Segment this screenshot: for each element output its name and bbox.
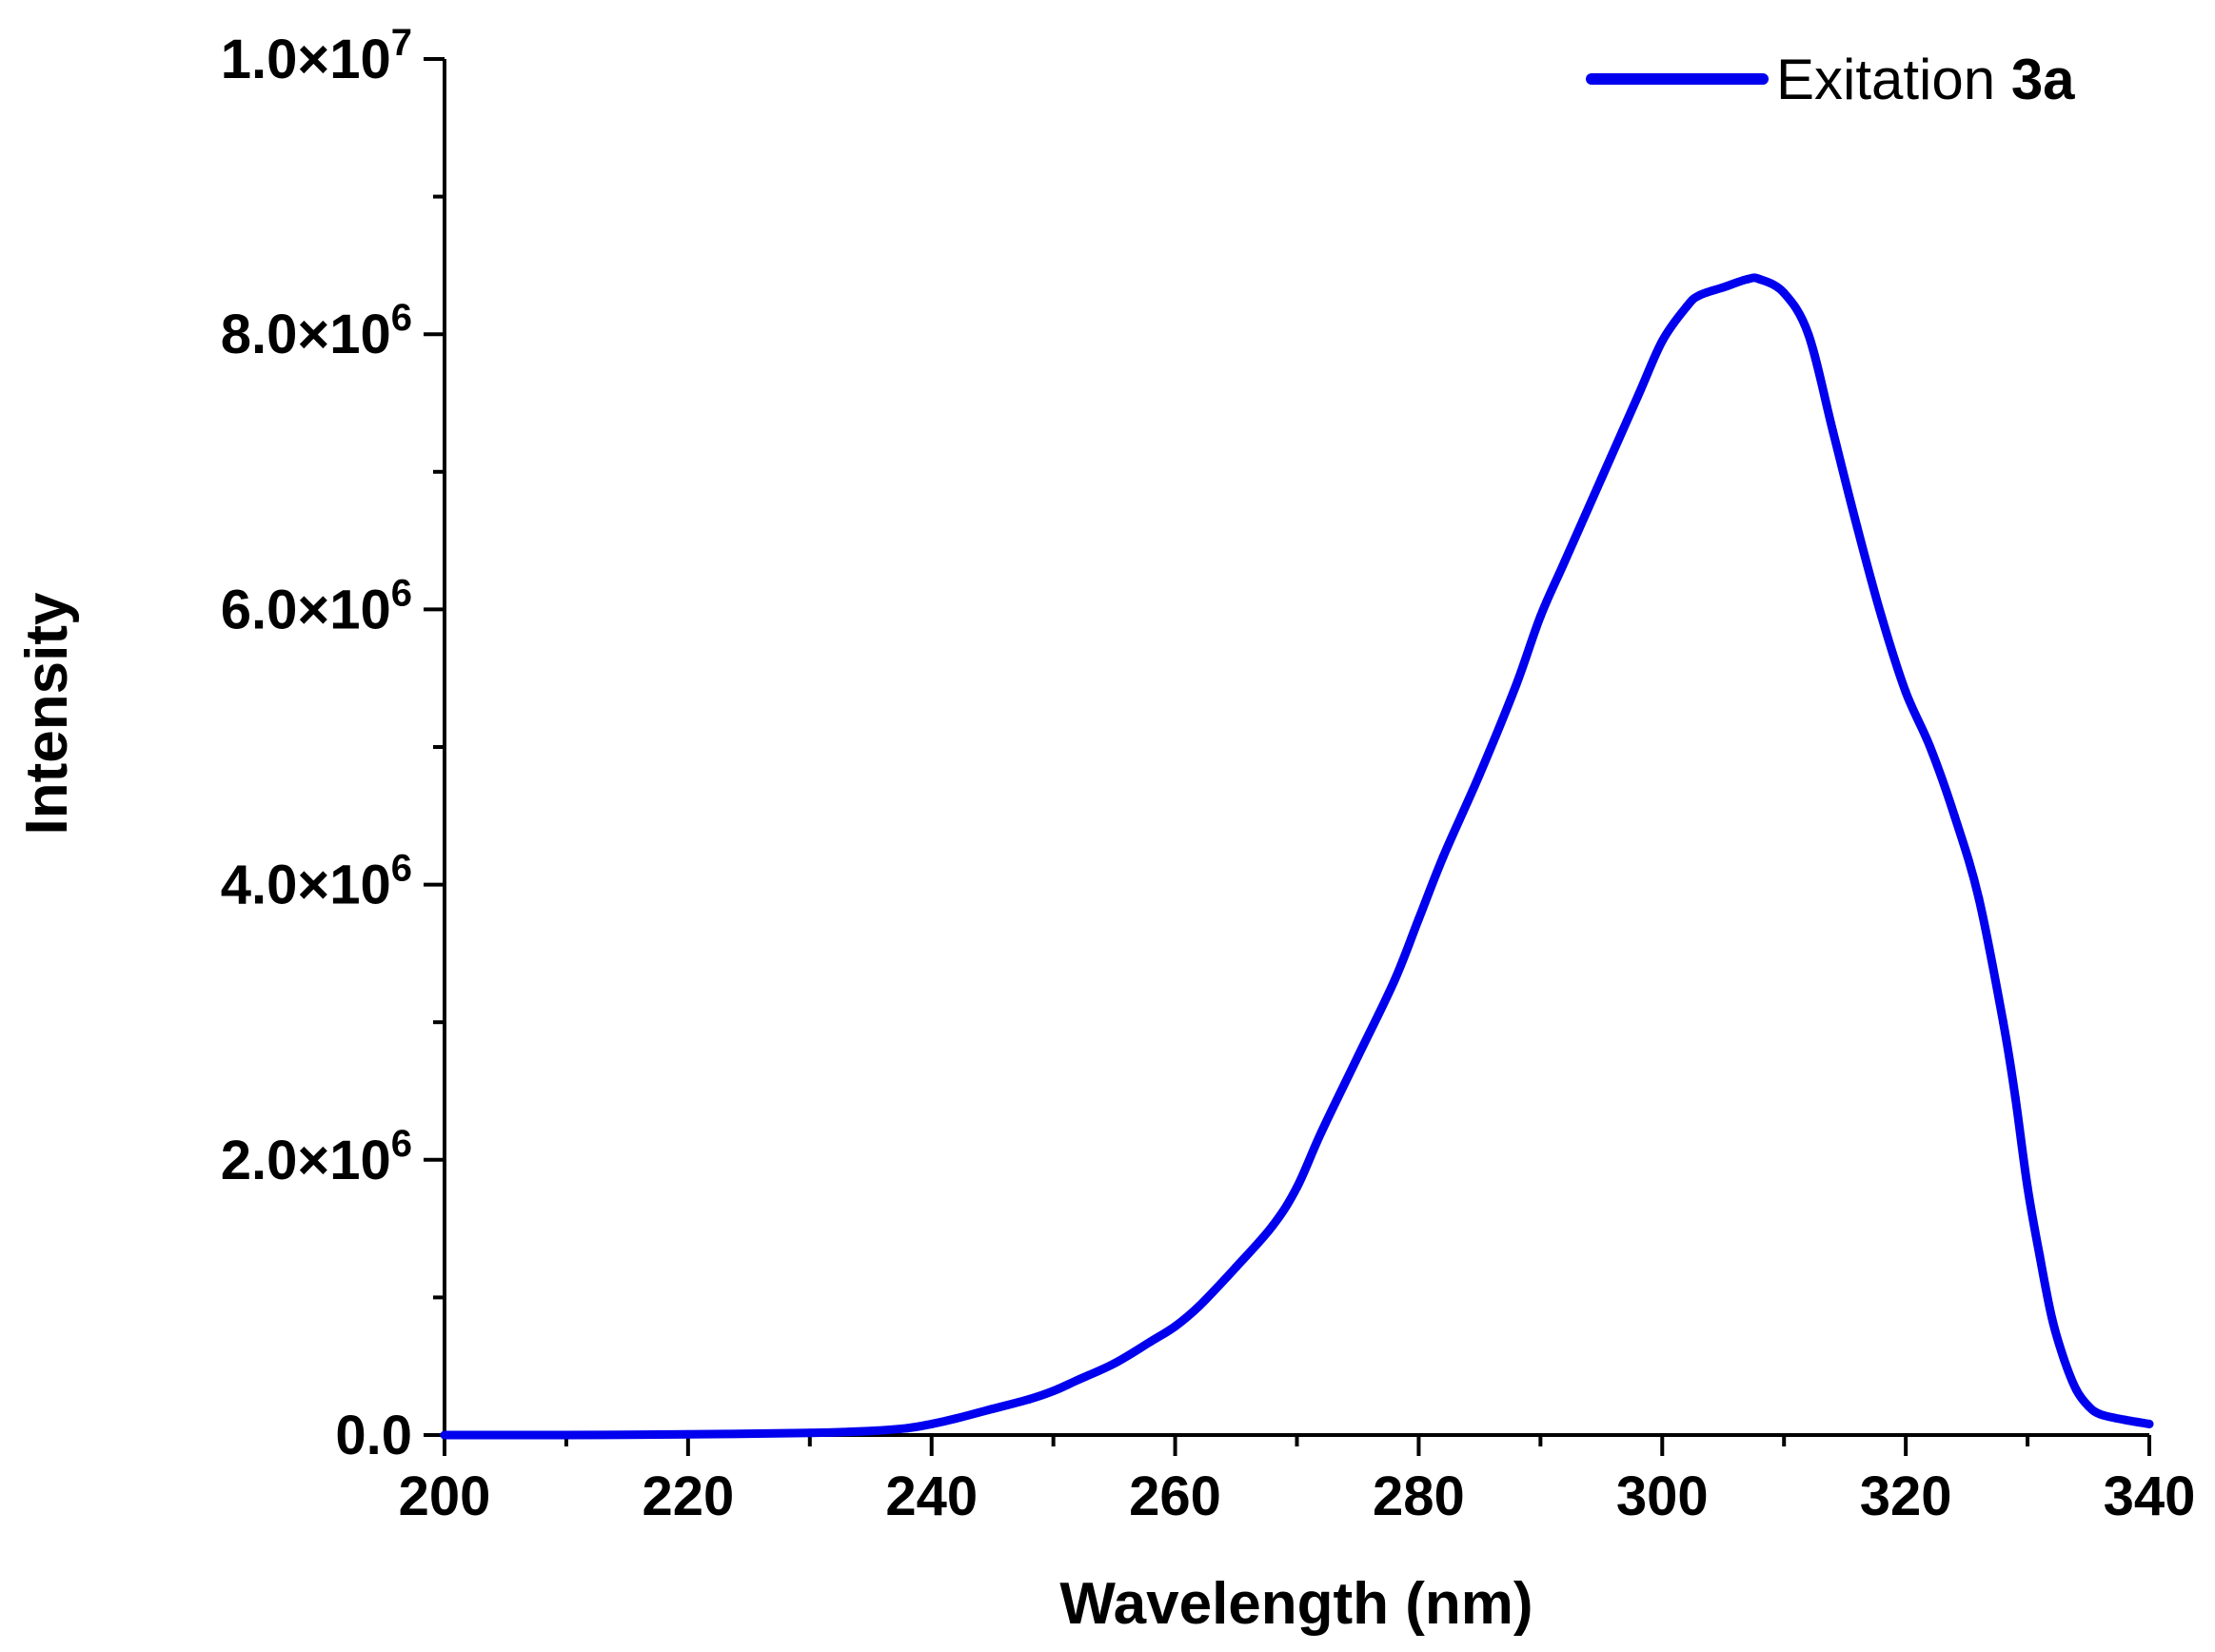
y-tick-mantissa: 2.0×10 — [221, 1130, 391, 1191]
data-point — [562, 1430, 571, 1440]
y-tick-exponent: 6 — [391, 1123, 412, 1165]
data-point — [1390, 976, 1399, 986]
data-point — [1974, 894, 1984, 903]
data-point — [1073, 1375, 1082, 1385]
data-point — [1999, 1017, 2007, 1027]
y-tick-label: 1.0×107 — [221, 22, 412, 90]
data-point — [440, 1430, 449, 1440]
axes — [443, 59, 2149, 1437]
data-point — [1633, 391, 1643, 401]
data-point — [2059, 1355, 2068, 1364]
y-tick-exponent: 7 — [391, 22, 412, 64]
data-point — [1171, 1322, 1180, 1331]
data-point — [1232, 1263, 1240, 1272]
data-point — [2010, 1093, 2020, 1103]
data-point — [1414, 914, 1423, 924]
data-point — [1560, 557, 1570, 566]
x-tick-labels: 200 220 240 260 280 300 320 340 — [399, 1465, 2196, 1527]
y-ticks — [424, 57, 445, 1437]
series-group — [440, 273, 2154, 1440]
data-point — [2047, 1313, 2057, 1323]
x-tick-label: 300 — [1616, 1465, 1709, 1527]
data-point — [1195, 1301, 1204, 1310]
data-point — [1316, 1128, 1326, 1137]
data-point — [1718, 283, 1728, 292]
data-point — [1779, 288, 1789, 298]
x-tick-label: 340 — [2104, 1465, 2196, 1527]
x-tick-label: 260 — [1129, 1465, 1221, 1527]
data-point — [1293, 1183, 1301, 1192]
y-tick-exponent: 6 — [391, 848, 412, 890]
y-tick-mantissa: 6.0×10 — [221, 579, 391, 640]
data-point — [927, 1419, 937, 1428]
legend: Exitation 3a — [1586, 48, 2075, 111]
data-point — [1146, 1337, 1156, 1347]
legend-label: Exitation 3a — [1776, 48, 2075, 111]
x-tick-label: 200 — [399, 1465, 491, 1527]
data-point — [1438, 853, 1448, 862]
data-point — [1474, 770, 1484, 779]
x-tick-label: 240 — [885, 1465, 978, 1527]
y-tick-mantissa: 8.0×10 — [221, 304, 391, 365]
series-line-exitation-3a — [440, 273, 2154, 1440]
data-point — [1535, 612, 1545, 621]
data-point — [1682, 302, 1691, 311]
data-point — [866, 1426, 876, 1436]
data-point — [683, 1429, 693, 1439]
y-tick-label: 6.0×106 — [221, 572, 412, 640]
legend-label-text: Exitation — [1776, 48, 1995, 111]
data-point — [2035, 1251, 2045, 1261]
y-tick-label: 8.0×106 — [221, 297, 412, 365]
data-point — [1852, 522, 1862, 532]
y-axis-title: Intensity — [14, 592, 80, 835]
data-point — [902, 1424, 912, 1433]
data-point — [2023, 1183, 2032, 1192]
data-point — [1268, 1221, 1277, 1230]
y-tick-exponent: 6 — [391, 572, 412, 614]
data-point — [1657, 336, 1667, 345]
data-point — [1926, 742, 1935, 752]
data-point — [2084, 1402, 2093, 1411]
data-point — [1828, 425, 1837, 435]
legend-label-bold: 3a — [2011, 48, 2075, 111]
data-point — [1110, 1359, 1119, 1368]
y-tick-mantissa: 4.0×10 — [221, 855, 391, 916]
y-tick-exponent: 6 — [391, 297, 412, 339]
data-point — [988, 1405, 998, 1413]
x-tick-label: 320 — [1860, 1465, 1952, 1527]
data-point — [1901, 687, 1910, 697]
x-tick-label: 220 — [642, 1465, 734, 1527]
data-point — [1694, 291, 1704, 301]
y-tick-label: 2.0×106 — [221, 1123, 412, 1191]
data-point — [1596, 474, 1606, 483]
data-point — [2096, 1409, 2106, 1419]
data-point — [1804, 329, 1813, 339]
y-tick-label: 0.0 — [335, 1405, 412, 1466]
data-point — [951, 1414, 960, 1424]
data-point — [1049, 1386, 1058, 1396]
x-axis-title: Wavelength (nm) — [1059, 1571, 1533, 1637]
data-point — [1877, 612, 1887, 621]
data-point — [2145, 1419, 2154, 1428]
data-point — [1024, 1394, 1034, 1404]
data-point — [2120, 1415, 2129, 1425]
data-point — [1512, 680, 1521, 690]
x-tick-label: 280 — [1373, 1465, 1465, 1527]
data-point — [1949, 811, 1959, 820]
data-point — [2071, 1385, 2081, 1394]
data-point — [1755, 274, 1765, 284]
data-point — [1743, 274, 1752, 284]
data-point — [805, 1428, 815, 1438]
y-tick-mantissa: 0.0 — [335, 1405, 412, 1466]
data-point — [1354, 1052, 1362, 1061]
y-tick-label: 4.0×106 — [221, 848, 412, 916]
y-tick-mantissa: 1.0×10 — [221, 29, 391, 90]
